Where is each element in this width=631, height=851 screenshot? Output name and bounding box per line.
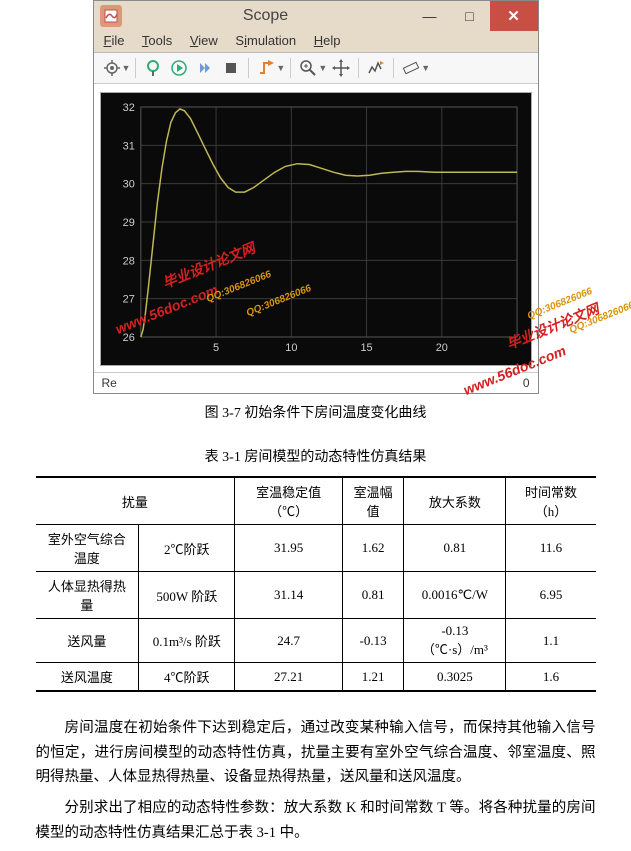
autoscale-icon[interactable] <box>364 57 388 79</box>
scope-icon[interactable] <box>141 57 165 79</box>
svg-text:20: 20 <box>435 342 447 354</box>
close-button[interactable]: ✕ <box>490 1 538 31</box>
menu-tools[interactable]: Tools <box>142 33 172 48</box>
row-tau: 11.6 <box>506 525 596 572</box>
col-3: 放大系数 <box>404 477 506 525</box>
table-row: 室外空气综合温度 2℃阶跃 31.95 1.62 0.81 11.6 <box>36 525 596 572</box>
menubar: File Tools View Simulation Help <box>94 31 538 53</box>
figure-caption: 图 3-7 初始条件下房间温度变化曲线 <box>0 402 631 422</box>
row-label: 送风量 <box>36 619 139 663</box>
gear-icon[interactable] <box>100 57 124 79</box>
row-gain: 0.3025 <box>404 663 506 692</box>
svg-text:15: 15 <box>360 342 372 354</box>
watermark-qq: QQ:306826066 <box>567 300 631 336</box>
col-2: 室温幅值 <box>342 477 403 525</box>
row-amp: 1.21 <box>342 663 403 692</box>
svg-text:27: 27 <box>122 294 134 306</box>
table-row: 送风量 0.1m³/s 阶跃 24.7 -0.13 -0.13（℃·s）/m³ … <box>36 619 596 663</box>
menu-simulation[interactable]: Simulation <box>235 33 296 48</box>
menu-file[interactable]: File <box>104 33 125 48</box>
col-4: 时间常数（h） <box>506 477 596 525</box>
step-forward-icon[interactable] <box>193 57 217 79</box>
status-left: Re <box>102 376 523 390</box>
svg-text:29: 29 <box>122 217 134 229</box>
row-steady: 24.7 <box>235 619 343 663</box>
svg-text:26: 26 <box>122 332 134 344</box>
toolbar: ▼ ▼ ▼ ▼ <box>94 53 538 84</box>
play-icon[interactable] <box>167 57 191 79</box>
row-label: 人体显热得热量 <box>36 572 139 619</box>
zoom-in-icon[interactable] <box>296 57 320 79</box>
svg-text:31: 31 <box>122 140 134 152</box>
row-disturb: 4℃阶跃 <box>139 663 235 692</box>
row-disturb: 0.1m³/s 阶跃 <box>139 619 235 663</box>
statusbar: Re 0 <box>94 372 538 393</box>
svg-text:30: 30 <box>122 179 134 191</box>
window-titlebar: Scope — □ ✕ <box>94 1 538 31</box>
menu-view[interactable]: View <box>190 33 218 48</box>
table-row: 送风温度 4℃阶跃 27.21 1.21 0.3025 1.6 <box>36 663 596 692</box>
row-tau: 1.6 <box>506 663 596 692</box>
stop-icon[interactable] <box>219 57 243 79</box>
row-steady: 31.14 <box>235 572 343 619</box>
row-label: 送风温度 <box>36 663 139 692</box>
measure-icon[interactable] <box>399 57 423 79</box>
pan-icon[interactable] <box>329 57 353 79</box>
row-disturb: 500W 阶跃 <box>139 572 235 619</box>
row-steady: 31.95 <box>235 525 343 572</box>
paragraph-2: 分别求出了相应的动态特性参数：放大系数 K 和时间常数 T 等。将各种扰量的房间… <box>36 796 596 845</box>
col-1: 室温稳定值（℃） <box>235 477 343 525</box>
results-table: 扰量室温稳定值（℃）室温幅值放大系数时间常数（h） 室外空气综合温度 2℃阶跃 … <box>36 476 596 692</box>
app-icon <box>100 5 122 27</box>
row-tau: 1.1 <box>506 619 596 663</box>
row-disturb: 2℃阶跃 <box>139 525 235 572</box>
row-amp: 1.62 <box>342 525 403 572</box>
svg-text:28: 28 <box>122 255 134 267</box>
table-caption: 表 3-1 房间模型的动态特性仿真结果 <box>0 446 631 466</box>
svg-text:10: 10 <box>285 342 297 354</box>
table-row: 人体显热得热量 500W 阶跃 31.14 0.81 0.0016℃/W 6.9… <box>36 572 596 619</box>
window-title: Scope <box>122 7 410 25</box>
col-disturbance: 扰量 <box>36 477 235 525</box>
row-amp: -0.13 <box>342 619 403 663</box>
maximize-button[interactable]: □ <box>450 1 490 31</box>
row-tau: 6.95 <box>506 572 596 619</box>
minimize-button[interactable]: — <box>410 1 450 31</box>
row-gain: 0.81 <box>404 525 506 572</box>
paragraph-1: 房间温度在初始条件下达到稳定后，通过改变某种输入信号，而保持其他输入信号的恒定，… <box>36 716 596 790</box>
row-gain: -0.13（℃·s）/m³ <box>404 619 506 663</box>
status-right: 0 <box>523 376 530 390</box>
menu-help[interactable]: Help <box>314 33 341 48</box>
row-gain: 0.0016℃/W <box>404 572 506 619</box>
svg-text:32: 32 <box>122 102 134 114</box>
svg-text:5: 5 <box>213 342 219 354</box>
scope-chart: 26 27 28 29 30 31 32 5 10 15 20 <box>107 99 525 359</box>
row-steady: 27.21 <box>235 663 343 692</box>
trigger-icon[interactable] <box>254 57 278 79</box>
row-label: 室外空气综合温度 <box>36 525 139 572</box>
row-amp: 0.81 <box>342 572 403 619</box>
